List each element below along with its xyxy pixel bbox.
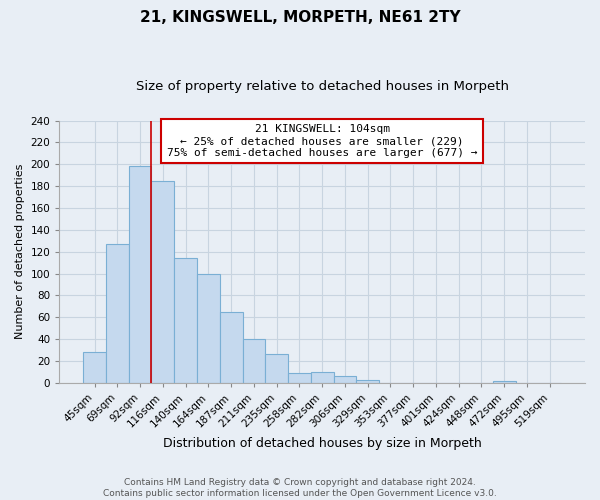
Bar (220, 312, 242, 383)
Bar (493, 380, 515, 383)
Text: Contains HM Land Registry data © Crown copyright and database right 2024.
Contai: Contains HM Land Registry data © Crown c… (103, 478, 497, 498)
Y-axis label: Number of detached properties: Number of detached properties (15, 164, 25, 340)
Bar (265, 354, 288, 383)
Bar (197, 274, 220, 383)
Bar (174, 258, 197, 383)
Bar (242, 339, 265, 383)
Bar (356, 380, 379, 383)
Bar (129, 166, 151, 383)
Text: 21 KINGSWELL: 104sqm
← 25% of detached houses are smaller (229)
75% of semi-deta: 21 KINGSWELL: 104sqm ← 25% of detached h… (167, 124, 478, 158)
Text: 21, KINGSWELL, MORPETH, NE61 2TY: 21, KINGSWELL, MORPETH, NE61 2TY (140, 10, 460, 25)
X-axis label: Distribution of detached houses by size in Morpeth: Distribution of detached houses by size … (163, 437, 482, 450)
Bar (83, 352, 106, 383)
Title: Size of property relative to detached houses in Morpeth: Size of property relative to detached ho… (136, 80, 509, 93)
Bar (151, 180, 174, 383)
Bar (334, 376, 356, 383)
Bar (288, 373, 311, 383)
Bar (311, 372, 334, 383)
Bar (106, 244, 129, 383)
